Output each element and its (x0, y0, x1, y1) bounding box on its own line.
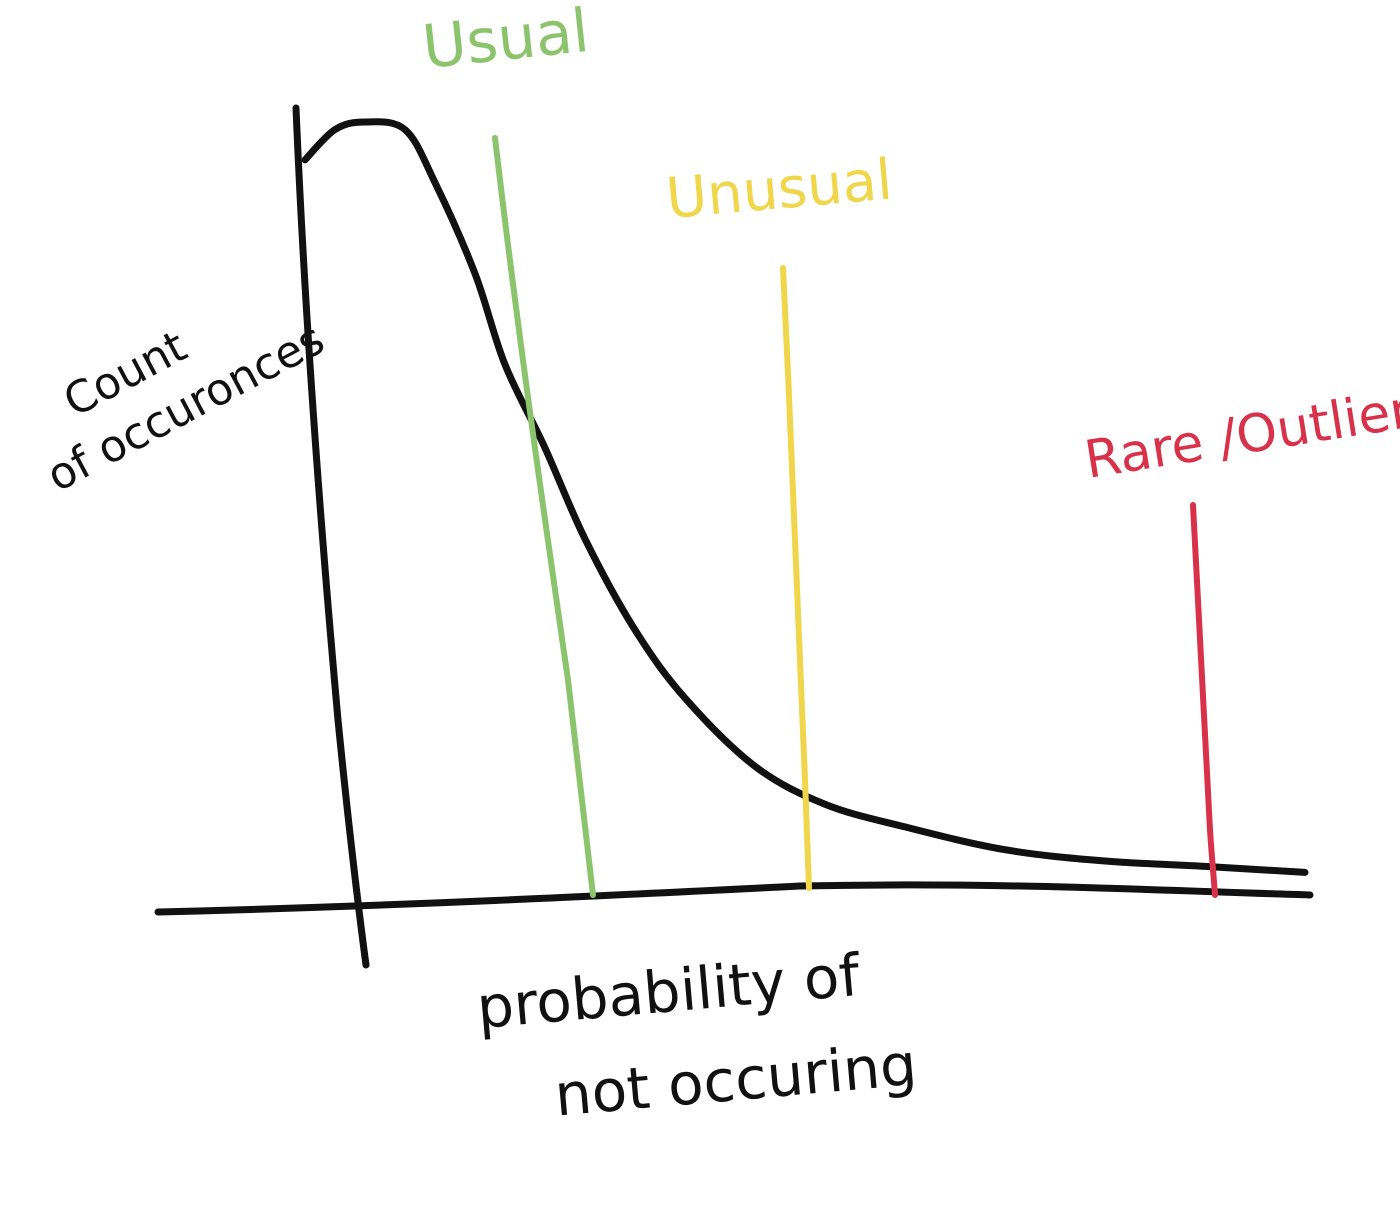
x-axis-label-line-2: not occuring (552, 1030, 920, 1129)
x-axis-label-line-1: probability of (474, 941, 864, 1042)
distribution-curve (301, 118, 1309, 876)
usual-threshold-line (492, 135, 596, 898)
rare-outlier-label: Rare /Outlier (1081, 380, 1400, 491)
y-axis-label: Count of occuronces (39, 314, 333, 503)
unusual-threshold-line (780, 265, 812, 891)
usual-label: Usual (419, 0, 592, 83)
rare-outlier-threshold-line (1190, 502, 1218, 898)
x-axis (154, 881, 1314, 916)
x-axis-label: probability of not occuring (474, 941, 920, 1130)
unusual-label: Unusual (664, 147, 895, 231)
y-axis (292, 104, 370, 969)
